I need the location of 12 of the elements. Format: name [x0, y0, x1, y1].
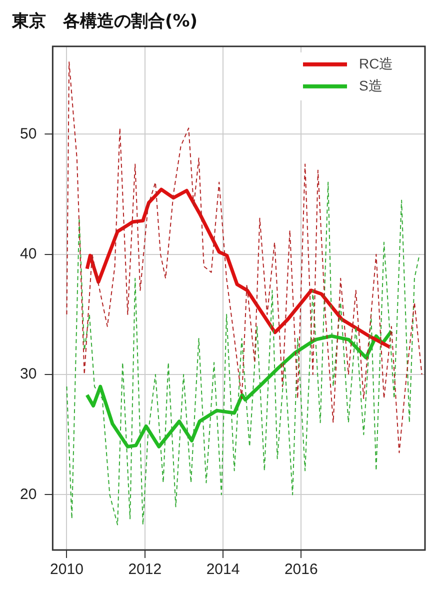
x-tick-label: 2010: [50, 561, 84, 578]
y-tick-label: 40: [20, 245, 37, 262]
chart-title: 東京 各構造の割合(%): [11, 12, 198, 32]
x-tick-label: 2012: [128, 561, 162, 578]
y-tick-label: 20: [20, 486, 37, 503]
y-tick-label: 50: [20, 125, 37, 142]
x-tick-label: 2016: [284, 561, 318, 578]
legend-label: S造: [359, 77, 382, 94]
line-series: [66, 182, 420, 526]
legend-label: RC造: [359, 55, 394, 72]
x-tick-label: 2014: [206, 561, 240, 578]
y-tick-label: 30: [20, 366, 37, 383]
